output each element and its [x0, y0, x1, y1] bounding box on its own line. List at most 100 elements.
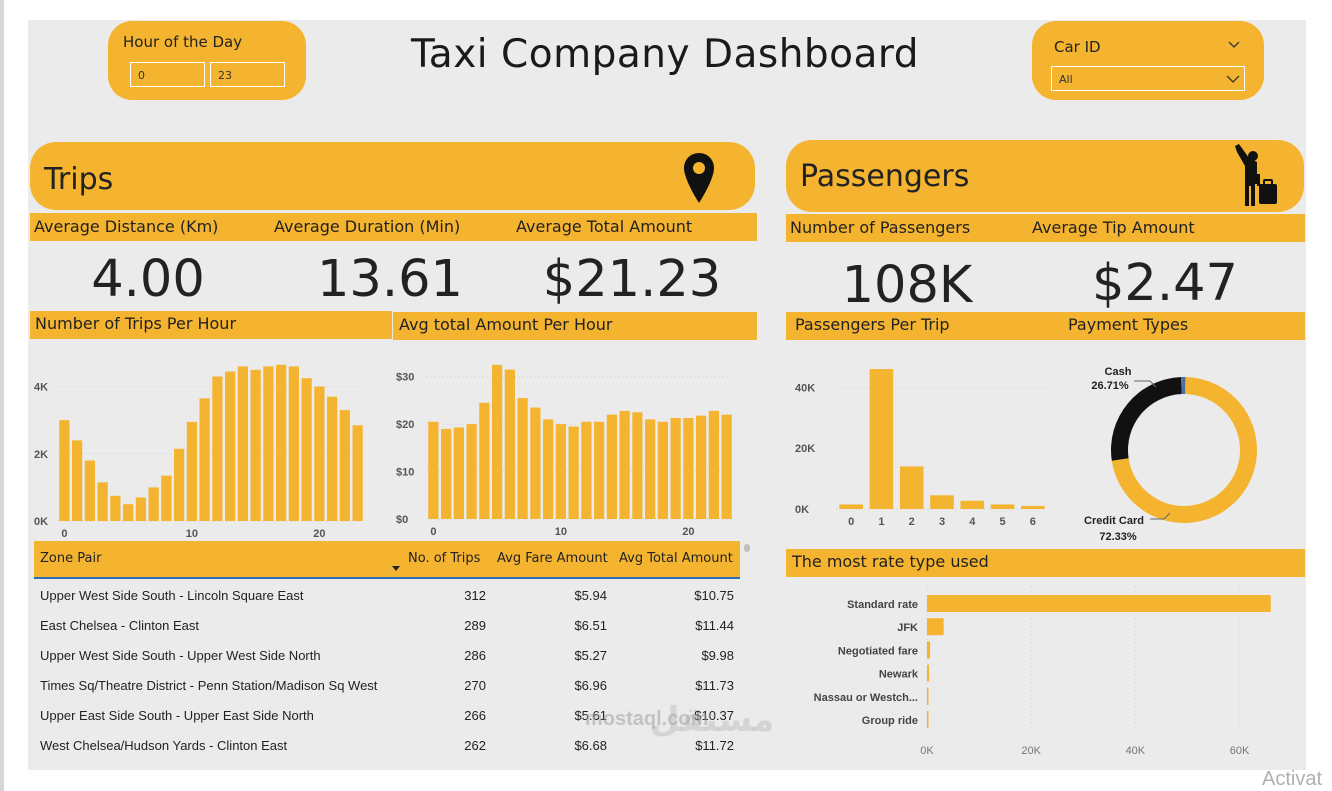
bar[interactable] — [683, 417, 694, 519]
cell-no-of-trips: 266 — [464, 708, 486, 723]
bar[interactable] — [530, 407, 541, 519]
bar[interactable] — [237, 366, 248, 521]
bar[interactable] — [927, 711, 929, 728]
bar[interactable] — [504, 369, 515, 519]
car-id-dropdown[interactable]: All — [1051, 66, 1245, 91]
bar[interactable] — [428, 421, 439, 519]
bar[interactable] — [930, 495, 954, 509]
kpi-label-avg-duration: Average Duration (Min) — [274, 217, 461, 236]
bar[interactable] — [492, 364, 503, 519]
bar[interactable] — [250, 369, 261, 521]
bar[interactable] — [1021, 505, 1045, 509]
kpi-label-avg-tip: Average Tip Amount — [1032, 218, 1195, 237]
bar[interactable] — [453, 427, 464, 519]
dropdown-chevron-icon[interactable] — [1226, 75, 1240, 83]
bar[interactable] — [327, 396, 338, 521]
bar[interactable] — [555, 424, 566, 519]
chevron-down-icon[interactable] — [1228, 41, 1240, 49]
cell-avg-fare: $5.61 — [574, 708, 607, 723]
car-id-slicer[interactable]: Car ID All — [1032, 21, 1264, 100]
bar[interactable] — [696, 415, 707, 519]
bar[interactable] — [441, 428, 452, 519]
bar[interactable] — [990, 504, 1015, 509]
bar[interactable] — [174, 448, 185, 521]
bar[interactable] — [135, 497, 146, 521]
cell-avg-fare: $6.96 — [574, 678, 607, 693]
bar[interactable] — [199, 398, 210, 521]
bar[interactable] — [670, 417, 681, 519]
hour-from-input[interactable]: 0 — [130, 62, 205, 87]
col-zone-pair[interactable]: Zone Pair — [40, 551, 102, 566]
bar[interactable] — [708, 410, 719, 519]
table-row[interactable]: Upper East Side South - Upper East Side … — [34, 701, 740, 731]
bar[interactable] — [123, 504, 134, 521]
bar[interactable] — [212, 376, 223, 521]
bar[interactable] — [301, 378, 312, 521]
bar[interactable] — [161, 475, 172, 521]
bar[interactable] — [927, 664, 930, 682]
bar[interactable] — [927, 595, 1271, 612]
donut-slice[interactable] — [1111, 377, 1182, 461]
bar[interactable] — [899, 466, 924, 509]
bar[interactable] — [148, 487, 159, 521]
bar[interactable] — [619, 410, 630, 519]
donut-slice[interactable] — [1181, 377, 1186, 395]
bar[interactable] — [97, 482, 108, 521]
bar[interactable] — [721, 414, 732, 519]
bar[interactable] — [479, 402, 490, 519]
bar[interactable] — [186, 421, 197, 521]
bar[interactable] — [657, 421, 668, 519]
sort-desc-icon[interactable] — [392, 566, 400, 572]
bar[interactable] — [839, 504, 863, 509]
payment-types-donut-chart[interactable]: Cash 26.71% Credit Card 72.33% — [1062, 343, 1305, 548]
bar[interactable] — [517, 398, 528, 519]
bar[interactable] — [581, 421, 592, 519]
bar[interactable] — [263, 366, 274, 521]
bar[interactable] — [645, 419, 656, 519]
y-category-label: Group ride — [862, 715, 918, 727]
table-row[interactable]: Upper West Side South - Lincoln Square E… — [34, 581, 740, 611]
avg-amount-per-hour-chart[interactable]: $0 $10 $20 $30 0 10 20 — [393, 343, 745, 540]
bar[interactable] — [288, 366, 299, 521]
table-row[interactable]: Upper West Side South - Upper West Side … — [34, 641, 740, 671]
col-no-of-trips[interactable]: No. of Trips — [408, 551, 481, 566]
y-tick-label: $20 — [396, 419, 414, 431]
bar[interactable] — [276, 364, 287, 521]
bar[interactable] — [84, 460, 95, 521]
y-tick-label: 0K — [795, 504, 809, 516]
col-avg-fare[interactable]: Avg Fare Amount — [497, 551, 608, 566]
trips-per-hour-chart[interactable]: 0K 2K 4K 0 10 20 — [30, 343, 370, 540]
table-row[interactable]: Times Sq/Theatre District - Penn Station… — [34, 671, 740, 701]
bar[interactable] — [339, 410, 350, 521]
bar[interactable] — [568, 426, 579, 519]
bar[interactable] — [314, 386, 325, 521]
passengers-per-trip-chart[interactable]: 0K 20K 40K 0 1 2 3 4 5 6 — [786, 343, 1056, 533]
kpi-label-avg-distance: Average Distance (Km) — [34, 217, 219, 236]
bar[interactable] — [927, 687, 929, 705]
bar[interactable] — [352, 425, 363, 521]
bar[interactable] — [466, 424, 477, 519]
y-category-label: Nassau or Westch... — [814, 692, 918, 704]
kpi-label-avg-total: Average Total Amount — [516, 217, 693, 236]
bar[interactable] — [543, 419, 554, 519]
hour-slicer[interactable]: Hour of the Day 0 23 — [108, 21, 306, 100]
bar[interactable] — [960, 500, 985, 509]
bar[interactable] — [632, 412, 643, 519]
bar[interactable] — [225, 371, 236, 521]
table-row[interactable]: East Chelsea - Clinton East 289 $6.51 $11.4… — [34, 611, 740, 641]
bar[interactable] — [606, 414, 617, 519]
table-row[interactable]: West Chelsea/Hudson Yards - Clinton East… — [34, 731, 740, 761]
cell-zone-pair: East Chelsea - Clinton East — [40, 618, 199, 633]
hour-to-input[interactable]: 23 — [210, 62, 285, 87]
col-avg-total[interactable]: Avg Total Amount — [619, 551, 733, 566]
bar[interactable] — [927, 618, 944, 636]
bar[interactable] — [110, 495, 121, 521]
bar[interactable] — [59, 420, 70, 521]
y-tick-label: 2K — [34, 449, 48, 461]
bar[interactable] — [72, 440, 83, 521]
bar[interactable] — [594, 421, 605, 519]
table-scrollbar[interactable] — [744, 544, 750, 552]
bar[interactable] — [869, 369, 894, 509]
rate-types-bar-chart[interactable]: 0K 20K 40K 60K Standard rate JFK Negotiated fa… — [786, 582, 1305, 764]
bar[interactable] — [927, 641, 931, 659]
